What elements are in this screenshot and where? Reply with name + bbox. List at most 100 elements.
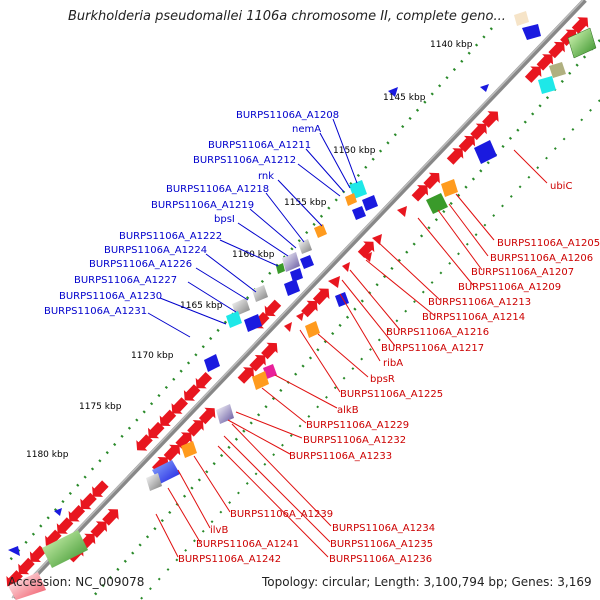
feature-orange-2 [314,224,327,238]
cds-arrow-left-14 [18,557,35,575]
leader-r-1242 [155,513,179,558]
kbp-1140: 1140 kbp [430,40,473,50]
leader-b-1219 [249,208,297,249]
cds-arrow-left-15 [6,570,23,587]
red-arrow-s1 [397,206,407,217]
leader-r-1229 [261,387,307,424]
feature-gray-3 [232,298,250,316]
cds-arrow-left-3 [183,384,201,401]
cds-arrow-left-11 [56,517,74,534]
leader-r-1234 [231,423,332,527]
leader-r-1206 [448,203,489,257]
feature-magenta [263,364,277,379]
cds-arrow-right-19 [175,432,192,449]
cds-arrow-right-18 [187,420,204,437]
feature-blue-1 [474,140,497,164]
label-A1206: BURPS1106A_A1206 [490,253,593,264]
blue-arrow-6 [284,279,300,296]
leader-r-bpsR [317,333,369,378]
feature-orange-3 [305,321,320,338]
feature-cyan-3 [226,311,242,328]
map-title: Burkholderia pseudomallei 1106a chromoso… [68,9,506,24]
leader-r-alkB [274,374,338,409]
leader-b-1218 [265,192,305,243]
leader-b-1208 [332,118,358,184]
kbp-1155: 1155 kbp [284,198,327,208]
red-leader-lines [155,149,548,558]
leader-r-1225 [299,329,341,393]
leader-r-ubiC [513,149,548,184]
label-ribA: ribA [383,358,403,369]
leader-b-1227 [187,281,237,313]
cds-arrow-right-9 [423,172,440,190]
cds-arrow-left-2 [195,372,213,389]
cds-arrow-right-4 [524,66,542,83]
leader-r-1236 [217,445,329,558]
cds-arrow-left-4 [171,397,188,414]
cds-arrow-left-0 [264,299,282,317]
blue-arrow-12 [480,84,489,92]
blue-arrow-9 [204,354,220,372]
label-alkB: alkB [337,405,359,416]
blue-arrow-10 [54,508,62,516]
leader-r-1232 [235,411,303,439]
cds-arrow-right-14 [261,342,278,360]
backbone-highlight [11,0,584,599]
cds-arrow-right-12 [312,288,330,305]
feature-pink-bottom [8,572,46,600]
leader-r-1233 [227,419,291,455]
label-A1207: BURPS1106A_A1207 [471,267,574,278]
cds-arrow-left-8 [92,480,109,497]
inner-track-2 [139,99,600,600]
cds-arrow-right-10 [411,185,429,202]
feature-gray-4 [146,473,162,491]
label-rnk: rnk [258,171,274,182]
red-arrow-s4 [342,262,350,272]
leader-r-ilvB [177,469,211,529]
label-A1229: BURPS1106A_A1229 [306,420,409,431]
cds-arrow-right-0 [571,17,589,34]
blue-arrows [8,84,489,556]
feature-green-2 [276,263,285,274]
cds-arrow-right-17 [198,407,216,425]
cds-arrow-right-16 [237,367,255,384]
red-arrow-s3 [363,252,372,262]
label-A1222: BURPS1106A_A1222 [119,231,222,242]
blue-gene-labels: BURPS1106A_A1208 nemA BURPS1106A_A1211 B… [44,110,339,317]
label-nemA: nemA [292,124,321,135]
label-A1233: BURPS1106A_A1233 [289,451,392,462]
blue-arrow-11 [8,546,20,556]
cds-arrow-right-22 [102,509,119,526]
label-A1235: BURPS1106A_A1235 [330,539,433,550]
label-A1211: BURPS1106A_A1211 [208,140,311,151]
label-A1242: BURPS1106A_A1242 [178,554,281,565]
cds-arrow-right-3 [536,54,554,71]
accession-text: Accession: NC_009078 [8,575,145,589]
feature-orange-1 [441,179,458,197]
feature-gray-1 [298,239,312,254]
cds-arrow-left-9 [80,492,97,510]
cds-arrow-right-7 [458,135,476,153]
leader-r-1207 [437,209,483,271]
cds-arrow-right-5 [482,111,499,128]
label-A1241: BURPS1106A_A1241 [196,539,299,550]
feature-khaki [549,62,566,78]
feature-green-top [567,27,597,59]
red-arrow-s2 [372,234,382,245]
kbp-1150: 1150 kbp [333,146,376,156]
label-A1239: BURPS1106A_A1239 [230,509,333,520]
leader-r-1217 [341,279,396,347]
red-arrow-s5 [328,276,340,288]
cds-arrow-right-15 [249,355,266,372]
label-A1230: BURPS1106A_A1230 [59,291,162,302]
label-A1216: BURPS1106A_A1216 [386,327,489,338]
kbp-1170: 1170 kbp [131,351,174,361]
feature-gray-2 [252,285,268,302]
dotted-tracks [9,27,600,600]
label-A1205: BURPS1106A_A1205 [497,238,600,249]
leader-r-ribA [339,293,381,362]
kbp-1180: 1180 kbp [26,450,69,460]
leader-b-1226 [195,267,249,301]
label-A1214: BURPS1106A_A1214 [422,312,525,323]
